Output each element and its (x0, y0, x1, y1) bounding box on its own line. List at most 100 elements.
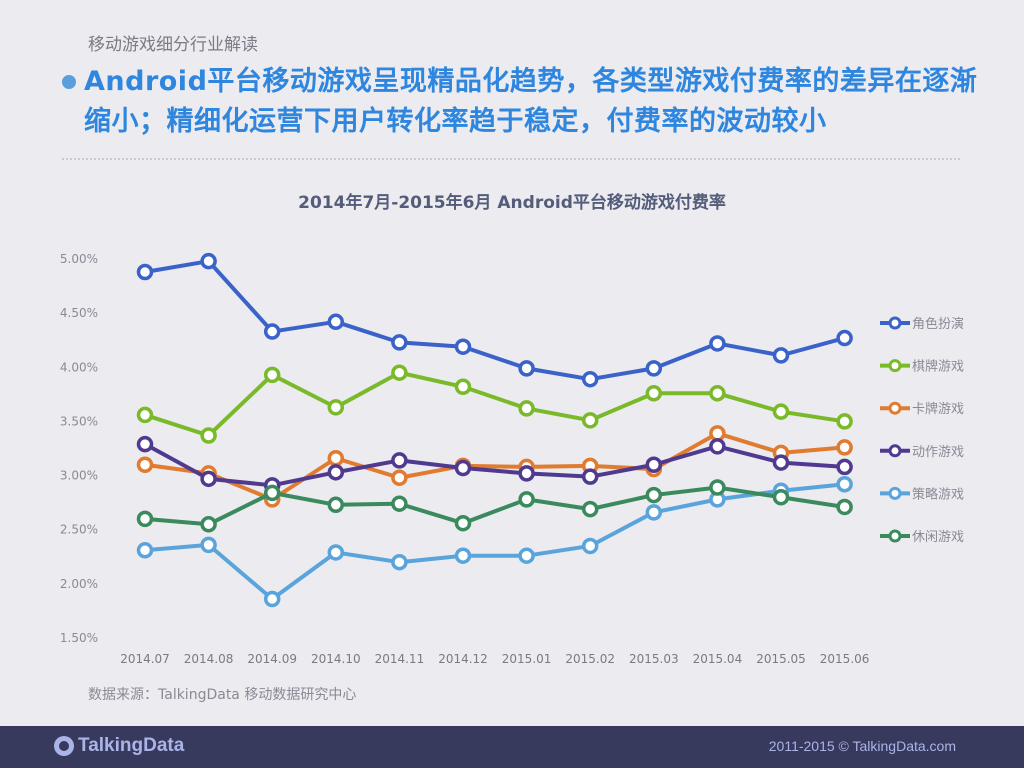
data-point (772, 403, 790, 420)
data-point (200, 427, 217, 444)
data-point (581, 412, 599, 429)
series-line (144, 485, 845, 527)
x-tick-label: 2014.10 (311, 652, 361, 666)
data-point (836, 498, 853, 516)
talkingdata-logo: TalkingData (54, 735, 184, 757)
data-point (136, 510, 154, 528)
y-tick-label: 1.50% (60, 631, 98, 645)
x-tick-label: 2015.06 (820, 652, 870, 666)
series-line (144, 442, 845, 488)
data-point (581, 370, 599, 388)
legend-marker-icon (888, 529, 902, 543)
data-point (518, 465, 535, 482)
data-point (709, 385, 726, 402)
copyright: 2011-2015 © TalkingData.com (768, 738, 956, 754)
legend-marker-icon (888, 359, 902, 373)
y-tick-label: 4.00% (60, 360, 98, 374)
data-point (136, 435, 154, 453)
data-point (645, 456, 663, 473)
series-line (144, 259, 846, 382)
data-point (327, 464, 345, 481)
data-point (581, 537, 599, 555)
series-line (144, 482, 845, 602)
data-point (709, 479, 726, 496)
legend-marker-icon (888, 316, 902, 330)
data-point (836, 458, 853, 476)
data-point (263, 366, 281, 384)
x-tick-label: 2014.11 (375, 652, 425, 666)
data-point (391, 452, 408, 469)
data-point (772, 347, 790, 364)
logo-text: TalkingData (78, 735, 185, 756)
data-point (391, 364, 408, 381)
bullet-icon (62, 75, 76, 89)
data-point (327, 449, 345, 467)
data-point (263, 484, 281, 502)
data-point (454, 459, 472, 477)
data-point (136, 263, 154, 281)
series-line (144, 431, 845, 502)
headline-text: Android平台移动游戏呈现精品化趋势，各类型游戏付费率的差异在逐渐缩小；精细… (84, 66, 978, 137)
data-point (518, 400, 535, 417)
data-point (645, 486, 663, 504)
x-tick-label: 2015.03 (629, 652, 679, 666)
x-tick-label: 2015.02 (565, 652, 615, 666)
data-point (391, 553, 408, 571)
legend-label: 休闲游戏 (912, 530, 964, 545)
data-point (454, 514, 472, 532)
footer: TalkingData 2011-2015 © TalkingData.com (0, 726, 1024, 768)
logo-icon (54, 736, 74, 756)
data-point (200, 470, 217, 488)
x-tick-label: 2014.07 (120, 652, 170, 666)
y-tick-label: 3.00% (60, 469, 98, 483)
data-point (263, 323, 281, 340)
data-point (836, 439, 853, 456)
legend-label: 动作游戏 (912, 445, 964, 460)
legend-marker-icon (888, 401, 902, 415)
data-point (391, 469, 408, 486)
divider (62, 158, 960, 160)
data-point (136, 406, 154, 424)
data-point (200, 536, 217, 554)
data-point (836, 475, 853, 493)
data-point (454, 547, 472, 564)
data-point (581, 468, 599, 485)
data-point (518, 360, 535, 377)
data-point (645, 360, 663, 377)
data-point (454, 338, 472, 355)
x-tick-label: 2015.05 (756, 652, 806, 666)
legend-label: 策略游戏 (912, 486, 964, 502)
chart-title: 2014年7月-2015年6月 Android平台移动游戏付费率 (298, 193, 726, 213)
data-point (327, 313, 345, 331)
data-point (581, 500, 599, 518)
data-point (200, 516, 217, 533)
y-tick-label: 5.00% (60, 252, 98, 266)
data-point (772, 454, 790, 471)
data-point (454, 378, 472, 396)
data-point (391, 334, 408, 351)
data-point (645, 504, 663, 521)
data-point (327, 544, 345, 561)
x-tick-label: 2014.12 (438, 652, 488, 666)
x-tick-label: 2015.04 (693, 652, 743, 666)
data-source: 数据来源：TalkingData 移动数据研究中心 (88, 687, 357, 703)
data-point (136, 542, 154, 559)
data-point (709, 425, 726, 442)
data-point (709, 438, 726, 455)
data-point (518, 547, 535, 564)
data-point (327, 399, 345, 416)
data-point (327, 496, 345, 514)
series-line (144, 370, 845, 438)
section-label: 移动游戏细分行业解读 (88, 35, 258, 55)
legend-label: 棋牌游戏 (912, 359, 964, 375)
x-tick-label: 2014.09 (247, 652, 297, 666)
data-point (518, 491, 535, 508)
data-point (709, 335, 726, 352)
data-point (772, 488, 790, 506)
data-point (836, 329, 853, 347)
data-point (136, 456, 154, 473)
y-tick-label: 2.00% (60, 577, 98, 591)
data-point (200, 252, 217, 270)
headline: Android平台移动游戏呈现精品化趋势，各类型游戏付费率的差异在逐渐缩小；精细… (62, 62, 982, 142)
legend-label: 角色扮演 (912, 316, 964, 332)
